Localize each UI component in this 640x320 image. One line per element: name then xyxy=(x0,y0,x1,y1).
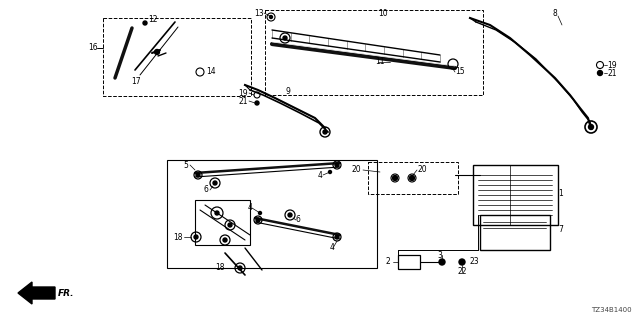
Circle shape xyxy=(335,235,339,239)
Bar xyxy=(398,255,420,269)
Text: 20: 20 xyxy=(351,165,361,174)
Text: 15: 15 xyxy=(455,68,465,76)
Text: 18: 18 xyxy=(216,263,225,273)
Text: 5: 5 xyxy=(183,161,188,170)
Bar xyxy=(167,160,377,268)
Text: 7: 7 xyxy=(558,226,563,235)
Circle shape xyxy=(215,211,219,215)
Text: 3: 3 xyxy=(438,251,442,260)
Text: 21: 21 xyxy=(607,68,616,77)
Bar xyxy=(480,215,550,250)
Text: 22: 22 xyxy=(457,268,467,276)
Circle shape xyxy=(459,259,465,265)
Text: 19: 19 xyxy=(238,89,248,98)
Polygon shape xyxy=(18,282,55,304)
Bar xyxy=(368,162,458,194)
Circle shape xyxy=(323,130,327,134)
Bar xyxy=(265,10,483,95)
Circle shape xyxy=(154,50,159,54)
Circle shape xyxy=(410,175,415,180)
Text: 9: 9 xyxy=(285,87,291,97)
Circle shape xyxy=(213,181,217,185)
Text: 2: 2 xyxy=(385,258,390,267)
Text: 14: 14 xyxy=(206,68,216,76)
Text: 23: 23 xyxy=(470,258,479,267)
Text: 8: 8 xyxy=(552,9,557,18)
Circle shape xyxy=(255,101,259,105)
Text: 4: 4 xyxy=(318,171,323,180)
Text: 13: 13 xyxy=(254,9,264,18)
Text: 16: 16 xyxy=(88,44,98,52)
Circle shape xyxy=(238,266,242,270)
Circle shape xyxy=(194,235,198,239)
Bar xyxy=(195,200,250,245)
Text: 4: 4 xyxy=(330,244,335,252)
Circle shape xyxy=(392,175,397,180)
Text: 6: 6 xyxy=(203,186,208,195)
Text: 19: 19 xyxy=(607,60,616,69)
Circle shape xyxy=(335,163,339,167)
Text: 21: 21 xyxy=(239,97,248,106)
Bar xyxy=(103,18,251,96)
Text: 18: 18 xyxy=(173,233,183,242)
Circle shape xyxy=(439,259,445,265)
Text: 11: 11 xyxy=(375,58,385,67)
Circle shape xyxy=(328,171,332,173)
Circle shape xyxy=(196,173,200,177)
Circle shape xyxy=(269,15,273,19)
Circle shape xyxy=(283,36,287,40)
Text: 17: 17 xyxy=(131,77,141,86)
Circle shape xyxy=(228,223,232,227)
Circle shape xyxy=(598,70,602,76)
Circle shape xyxy=(256,218,260,222)
Text: 10: 10 xyxy=(378,9,388,18)
Text: 1: 1 xyxy=(558,188,563,197)
Circle shape xyxy=(259,212,262,214)
Bar xyxy=(473,165,558,225)
Text: 4: 4 xyxy=(248,204,253,212)
Text: 20: 20 xyxy=(418,165,428,174)
Text: FR.: FR. xyxy=(58,289,74,298)
Text: 6: 6 xyxy=(296,215,301,225)
Circle shape xyxy=(288,213,292,217)
Text: 12: 12 xyxy=(148,15,157,25)
Text: TZ34B1400: TZ34B1400 xyxy=(591,307,632,313)
Circle shape xyxy=(223,238,227,242)
Circle shape xyxy=(143,21,147,25)
Circle shape xyxy=(589,124,593,130)
